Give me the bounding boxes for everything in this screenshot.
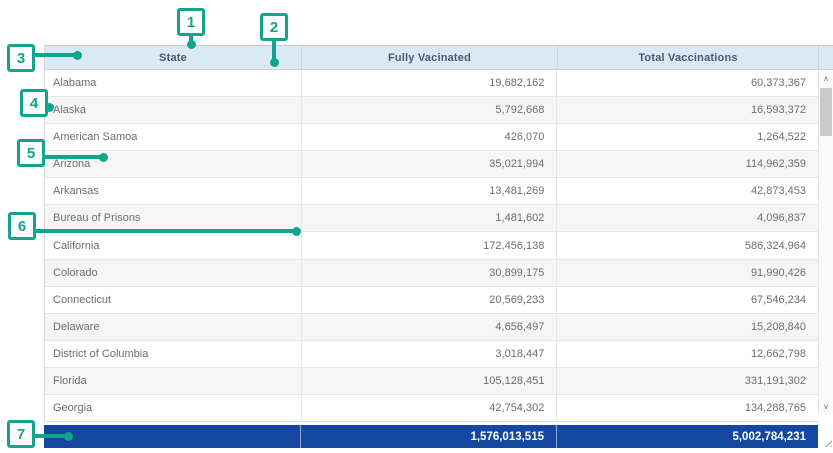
callout-5-number-box: 5 (17, 139, 45, 167)
callout-2-anchor-dot (270, 58, 279, 67)
table-row[interactable]: Colorado30,899,17591,990,426 (45, 260, 818, 287)
callout-7-connector-line (33, 434, 66, 438)
resize-grip-icon[interactable] (822, 437, 832, 447)
total-vaccinations-cell: 1,264,522 (556, 124, 818, 150)
callout-2-label: 2 (270, 19, 278, 36)
total-vaccinations-cell: 331,191,302 (556, 368, 818, 394)
fully-vaccinated-cell: 1,481,602 (301, 205, 557, 231)
table-row[interactable]: American Samoa426,0701,264,522 (45, 124, 818, 151)
callout-5-label: 5 (27, 145, 35, 162)
callout-3-label: 3 (17, 50, 25, 67)
state-cell: Alabama (45, 70, 301, 96)
callout-6-label: 6 (18, 218, 26, 235)
state-cell: Arkansas (45, 178, 301, 204)
table-row[interactable]: Connecticut20,569,23367,546,234 (45, 287, 818, 314)
state-cell: Alaska (45, 97, 301, 123)
callout-4-number-box: 4 (20, 89, 48, 117)
callout-6-number-box: 6 (8, 212, 36, 240)
table-row[interactable]: Florida105,128,451331,191,302 (45, 368, 818, 395)
table-body: Alabama19,682,16260,373,367Alaska5,792,6… (44, 70, 818, 422)
dashboard-table-screenshot: State Fully Vacinated Total Vaccinations… (0, 0, 833, 453)
total-vaccinations-cell: 4,096,837 (556, 205, 818, 231)
callout-7-anchor-dot (64, 432, 73, 441)
table-row[interactable]: Alabama19,682,16260,373,367 (45, 70, 818, 97)
state-cell: Bureau of Prisons (45, 205, 301, 231)
table-row[interactable]: California172,456,138586,324,964 (45, 232, 818, 259)
callout-1-anchor-dot (187, 40, 196, 49)
state-cell: Florida (45, 368, 301, 394)
fully-vaccinated-cell: 426,070 (301, 124, 557, 150)
summary-state-cell (44, 425, 300, 448)
callout-6-anchor-dot (292, 227, 301, 236)
callout-2-number-box: 2 (260, 13, 288, 41)
summary-total-vaccinations-total: 5,002,784,231 (556, 425, 818, 448)
column-header-fully-vaccinated[interactable]: Fully Vacinated (301, 46, 557, 69)
total-vaccinations-cell: 114,962,359 (556, 151, 818, 177)
fully-vaccinated-cell: 13,481,269 (301, 178, 557, 204)
callout-4-anchor-dot (45, 103, 54, 112)
callout-2-connector-line (272, 39, 276, 60)
total-vaccinations-cell: 586,324,964 (556, 232, 818, 258)
state-cell: American Samoa (45, 124, 301, 150)
vertical-scrollbar[interactable]: ∧ ∨ (818, 70, 833, 414)
total-vaccinations-cell: 67,546,234 (556, 287, 818, 313)
state-cell: Delaware (45, 314, 301, 340)
callout-5-anchor-dot (99, 153, 108, 162)
scroll-down-arrow-icon[interactable]: ∨ (819, 398, 833, 414)
fully-vaccinated-cell: 5,792,668 (301, 97, 557, 123)
table-row[interactable]: Delaware4,656,49715,208,840 (45, 314, 818, 341)
state-cell: Connecticut (45, 287, 301, 313)
table-row[interactable]: District of Columbia3,018,44712,662,798 (45, 341, 818, 368)
column-header-state[interactable]: State (45, 46, 301, 69)
total-vaccinations-cell: 15,208,840 (556, 314, 818, 340)
total-vaccinations-cell: 42,873,453 (556, 178, 818, 204)
fully-vaccinated-cell: 3,018,447 (301, 341, 557, 367)
callout-3-number-box: 3 (7, 44, 35, 72)
fully-vaccinated-cell: 30,899,175 (301, 260, 557, 286)
total-vaccinations-cell: 16,593,372 (556, 97, 818, 123)
total-vaccinations-cell: 134,288,765 (556, 395, 818, 421)
fully-vaccinated-cell: 19,682,162 (301, 70, 557, 96)
state-cell: Colorado (45, 260, 301, 286)
fully-vaccinated-cell: 42,754,302 (301, 395, 557, 421)
total-vaccinations-cell: 12,662,798 (556, 341, 818, 367)
table-row[interactable]: Alaska5,792,66816,593,372 (45, 97, 818, 124)
callout-6-connector-line (34, 229, 294, 233)
total-vaccinations-cell: 91,990,426 (556, 260, 818, 286)
callout-3-connector-line (33, 53, 75, 57)
table-row[interactable]: Georgia42,754,302134,288,765 (45, 395, 818, 421)
scroll-up-arrow-icon[interactable]: ∧ (819, 70, 833, 86)
table-row[interactable]: Arizona35,021,994114,962,359 (45, 151, 818, 178)
table-row[interactable]: Arkansas13,481,26942,873,453 (45, 178, 818, 205)
fully-vaccinated-cell: 4,656,497 (301, 314, 557, 340)
callout-3-anchor-dot (73, 51, 82, 60)
fully-vaccinated-cell: 105,128,451 (301, 368, 557, 394)
column-header-total-vaccinations[interactable]: Total Vaccinations (557, 46, 818, 69)
table-summary-row: 1,576,013,515 5,002,784,231 (44, 425, 818, 448)
callout-5-connector-line (43, 155, 101, 159)
header-scrollbar-spacer (818, 46, 833, 69)
scrollbar-thumb[interactable] (820, 88, 832, 136)
summary-fully-vaccinated-total: 1,576,013,515 (300, 425, 556, 448)
state-cell: California (45, 232, 301, 258)
callout-4-label: 4 (30, 95, 38, 112)
fully-vaccinated-cell: 35,021,994 (301, 151, 557, 177)
state-cell: District of Columbia (45, 341, 301, 367)
state-cell: Georgia (45, 395, 301, 421)
callout-7-number-box: 7 (7, 420, 35, 448)
table-header-row: State Fully Vacinated Total Vaccinations (44, 45, 833, 70)
callout-1-number-box: 1 (177, 8, 205, 36)
fully-vaccinated-cell: 172,456,138 (301, 232, 557, 258)
fully-vaccinated-cell: 20,569,233 (301, 287, 557, 313)
callout-1-label: 1 (187, 14, 195, 31)
total-vaccinations-cell: 60,373,367 (556, 70, 818, 96)
callout-7-label: 7 (17, 426, 25, 443)
